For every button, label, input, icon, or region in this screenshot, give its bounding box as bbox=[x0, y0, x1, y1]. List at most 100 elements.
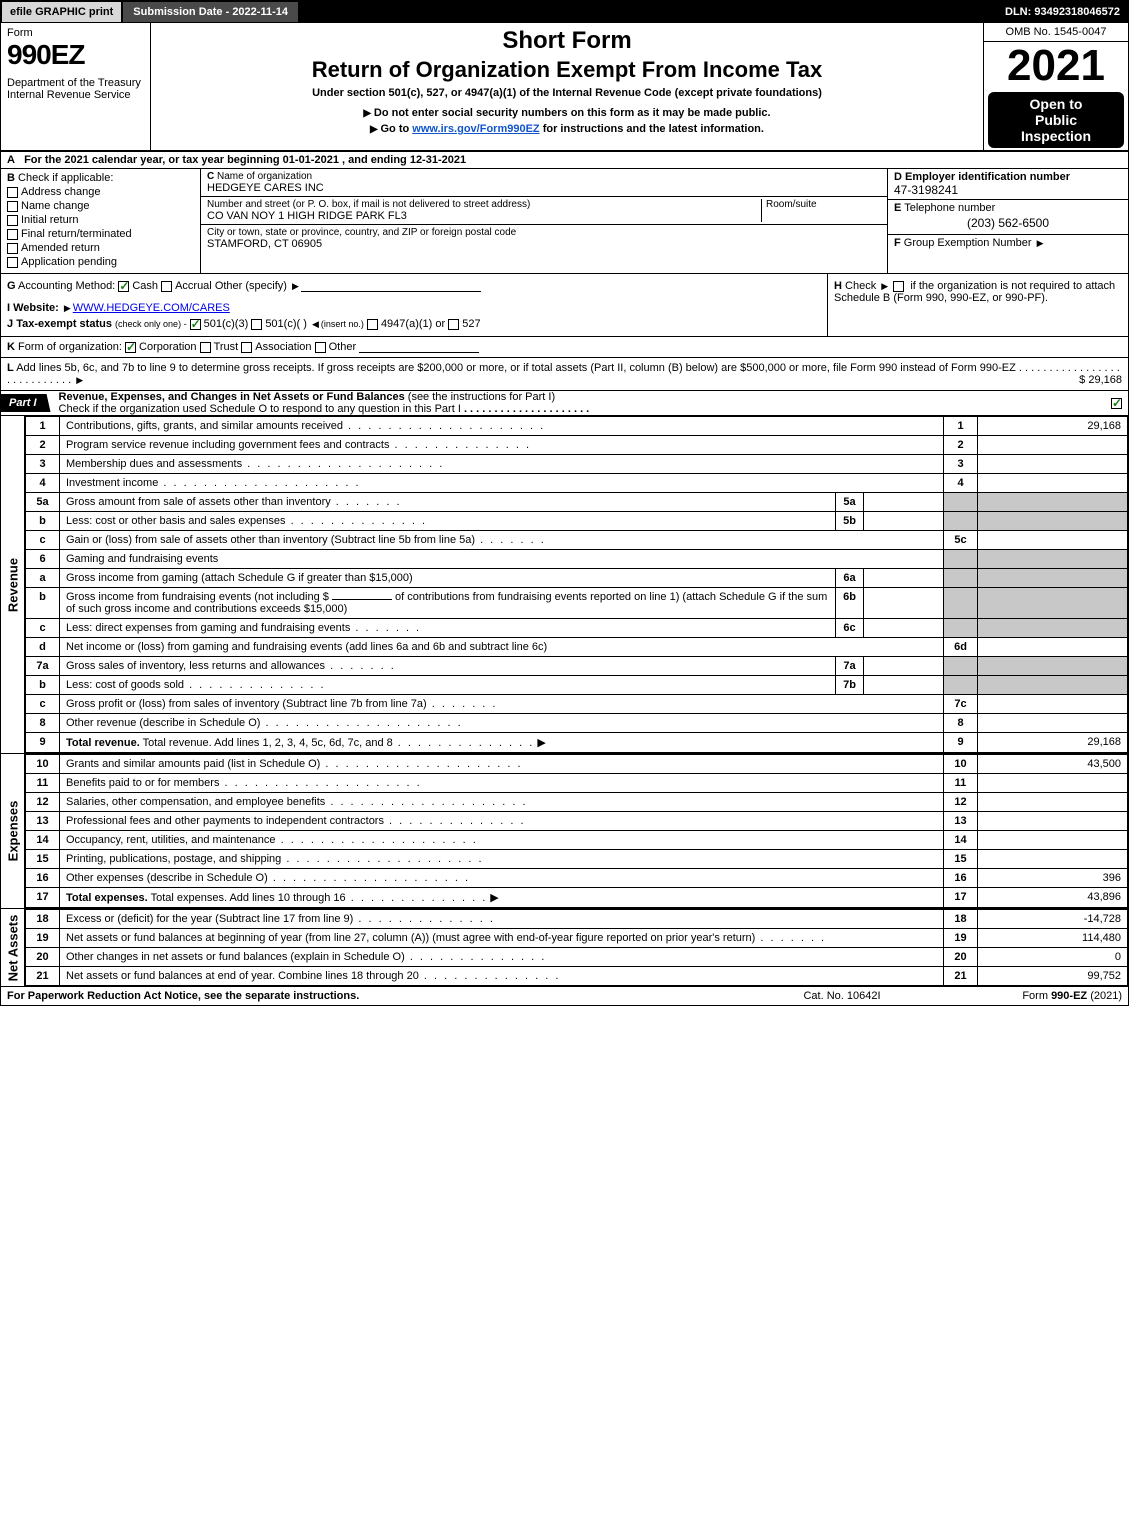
other-org-input[interactable] bbox=[359, 341, 479, 353]
chk-other-org[interactable] bbox=[315, 342, 326, 353]
goto-link[interactable]: www.irs.gov/Form990EZ bbox=[412, 123, 539, 135]
section-h: H Check if the organization is not requi… bbox=[828, 274, 1128, 336]
line21-amount: 99,752 bbox=[978, 967, 1128, 986]
chk-4947a1[interactable] bbox=[367, 319, 378, 330]
table-row: 14Occupancy, rent, utilities, and mainte… bbox=[26, 831, 1128, 850]
letter-f: F bbox=[894, 237, 901, 249]
net-assets-section: Net Assets 18Excess or (deficit) for the… bbox=[1, 909, 1128, 986]
check-if-applicable: Check if applicable: bbox=[18, 172, 113, 184]
chk-amended-return[interactable] bbox=[7, 243, 18, 254]
table-row: bLess: cost or other basis and sales exp… bbox=[26, 512, 1128, 531]
form-number: 990EZ bbox=[7, 39, 144, 71]
table-row: 9Total revenue. Total revenue. Add lines… bbox=[26, 733, 1128, 753]
table-row: 2Program service revenue including gover… bbox=[26, 436, 1128, 455]
arrow-icon bbox=[62, 302, 73, 314]
org-name: HEDGEYE CARES INC bbox=[207, 182, 324, 194]
phone-label: Telephone number bbox=[904, 202, 995, 214]
form-of-org-label: Form of organization: bbox=[18, 341, 122, 353]
group-exemption-label: Group Exemption Number bbox=[904, 237, 1032, 249]
part-1-header: Part I Revenue, Expenses, and Changes in… bbox=[1, 391, 1128, 416]
letter-g: G bbox=[7, 280, 16, 292]
chk-cash[interactable] bbox=[118, 281, 129, 292]
table-row: 4Investment income4 bbox=[26, 474, 1128, 493]
table-row: 20Other changes in net assets or fund ba… bbox=[26, 948, 1128, 967]
row-k: K Form of organization: Corporation Trus… bbox=[1, 337, 1128, 358]
chk-final-return[interactable] bbox=[7, 229, 18, 240]
tax-year-text: For the 2021 calendar year, or tax year … bbox=[24, 154, 466, 166]
row-g-h: G Accounting Method: Cash Accrual Other … bbox=[1, 274, 1128, 337]
header-left: Form 990EZ Department of the Treasury In… bbox=[1, 23, 151, 150]
letter-l: L bbox=[7, 362, 14, 374]
city-label: City or town, state or province, country… bbox=[207, 227, 516, 238]
goto-pre: Go to bbox=[381, 123, 413, 135]
table-row: aGross income from gaming (attach Schedu… bbox=[26, 569, 1128, 588]
chk-trust[interactable] bbox=[200, 342, 211, 353]
submission-date: Submission Date - 2022-11-14 bbox=[122, 1, 299, 23]
tax-year: 2021 bbox=[984, 42, 1128, 90]
row-l-amount: $ 29,168 bbox=[1079, 374, 1122, 386]
table-row: 12Salaries, other compensation, and empl… bbox=[26, 793, 1128, 812]
cat-number: Cat. No. 10642I bbox=[742, 990, 942, 1002]
accounting-method-label: Accounting Method: bbox=[18, 280, 115, 292]
open-to-public-badge: Open to Public Inspection bbox=[988, 92, 1124, 148]
table-row: 16Other expenses (describe in Schedule O… bbox=[26, 869, 1128, 888]
info-grid: B Check if applicable: Address change Na… bbox=[1, 169, 1128, 274]
h-text: if the organization is not required to a… bbox=[834, 280, 1115, 304]
under-section-text: Under section 501(c), 527, or 4947(a)(1)… bbox=[157, 87, 977, 99]
part-1-title: Revenue, Expenses, and Changes in Net As… bbox=[59, 391, 1111, 415]
other-specify-input[interactable] bbox=[301, 280, 481, 292]
city-value: STAMFORD, CT 06905 bbox=[207, 238, 322, 250]
arrow-icon bbox=[1035, 237, 1046, 249]
row-l-text: Add lines 5b, 6c, and 7b to line 9 to de… bbox=[16, 362, 1016, 374]
ein-label: Employer identification number bbox=[905, 171, 1070, 183]
arrow-icon bbox=[290, 280, 301, 292]
chk-501c3[interactable] bbox=[190, 319, 201, 330]
omb-number: OMB No. 1545-0047 bbox=[984, 23, 1128, 42]
chk-schedule-b-not-required[interactable] bbox=[893, 281, 904, 292]
table-row: 11Benefits paid to or for members11 bbox=[26, 774, 1128, 793]
revenue-section: Revenue 1Contributions, gifts, grants, a… bbox=[1, 416, 1128, 754]
net-assets-side-label: Net Assets bbox=[1, 909, 25, 986]
line10-amount: 43,500 bbox=[978, 755, 1128, 774]
line20-amount: 0 bbox=[978, 948, 1128, 967]
table-row: 18Excess or (deficit) for the year (Subt… bbox=[26, 910, 1128, 929]
chk-address-change[interactable] bbox=[7, 187, 18, 198]
letter-b: B bbox=[7, 172, 15, 184]
efile-graphic-print-button[interactable]: efile GRAPHIC print bbox=[1, 1, 122, 23]
header-right: OMB No. 1545-0047 2021 Open to Public In… bbox=[983, 23, 1128, 150]
table-row: 5aGross amount from sale of assets other… bbox=[26, 493, 1128, 512]
letter-c: C bbox=[207, 171, 214, 182]
expenses-side-label: Expenses bbox=[1, 754, 25, 908]
line1-amount: 29,168 bbox=[978, 417, 1128, 436]
letter-j: J bbox=[7, 318, 13, 330]
left-arrow-icon bbox=[310, 318, 321, 330]
table-row: 7aGross sales of inventory, less returns… bbox=[26, 657, 1128, 676]
table-row: 21Net assets or fund balances at end of … bbox=[26, 967, 1128, 986]
table-row: cGross profit or (loss) from sales of in… bbox=[26, 695, 1128, 714]
chk-527[interactable] bbox=[448, 319, 459, 330]
street-value: CO VAN NOY 1 HIGH RIDGE PARK FL3 bbox=[207, 210, 407, 222]
chk-association[interactable] bbox=[241, 342, 252, 353]
goto-post: for instructions and the latest informat… bbox=[543, 123, 764, 135]
chk-schedule-o-part1[interactable] bbox=[1111, 398, 1122, 409]
chk-name-change[interactable] bbox=[7, 201, 18, 212]
chk-501c[interactable] bbox=[251, 319, 262, 330]
chk-initial-return[interactable] bbox=[7, 215, 18, 226]
page-footer: For Paperwork Reduction Act Notice, see … bbox=[1, 986, 1128, 1005]
chk-application-pending[interactable] bbox=[7, 257, 18, 268]
tax-exempt-label: Tax-exempt status bbox=[16, 318, 112, 330]
letter-k: K bbox=[7, 341, 15, 353]
website-link[interactable]: WWW.HEDGEYE.COM/CARES bbox=[73, 302, 230, 314]
department-label: Department of the Treasury Internal Reve… bbox=[7, 77, 144, 101]
form-page: efile GRAPHIC print Submission Date - 20… bbox=[0, 0, 1129, 1006]
table-row: 15Printing, publications, postage, and s… bbox=[26, 850, 1128, 869]
line18-amount: -14,728 bbox=[978, 910, 1128, 929]
form-footer-id: Form 990-EZ (2021) bbox=[942, 990, 1122, 1002]
table-row: 17Total expenses. Total expenses. Add li… bbox=[26, 888, 1128, 908]
ein-value: 47-3198241 bbox=[894, 183, 958, 197]
title-main: Return of Organization Exempt From Incom… bbox=[157, 57, 977, 83]
topbar: efile GRAPHIC print Submission Date - 20… bbox=[1, 1, 1128, 23]
chk-accrual[interactable] bbox=[161, 281, 172, 292]
chk-corporation[interactable] bbox=[125, 342, 136, 353]
revenue-side-label: Revenue bbox=[1, 416, 25, 753]
